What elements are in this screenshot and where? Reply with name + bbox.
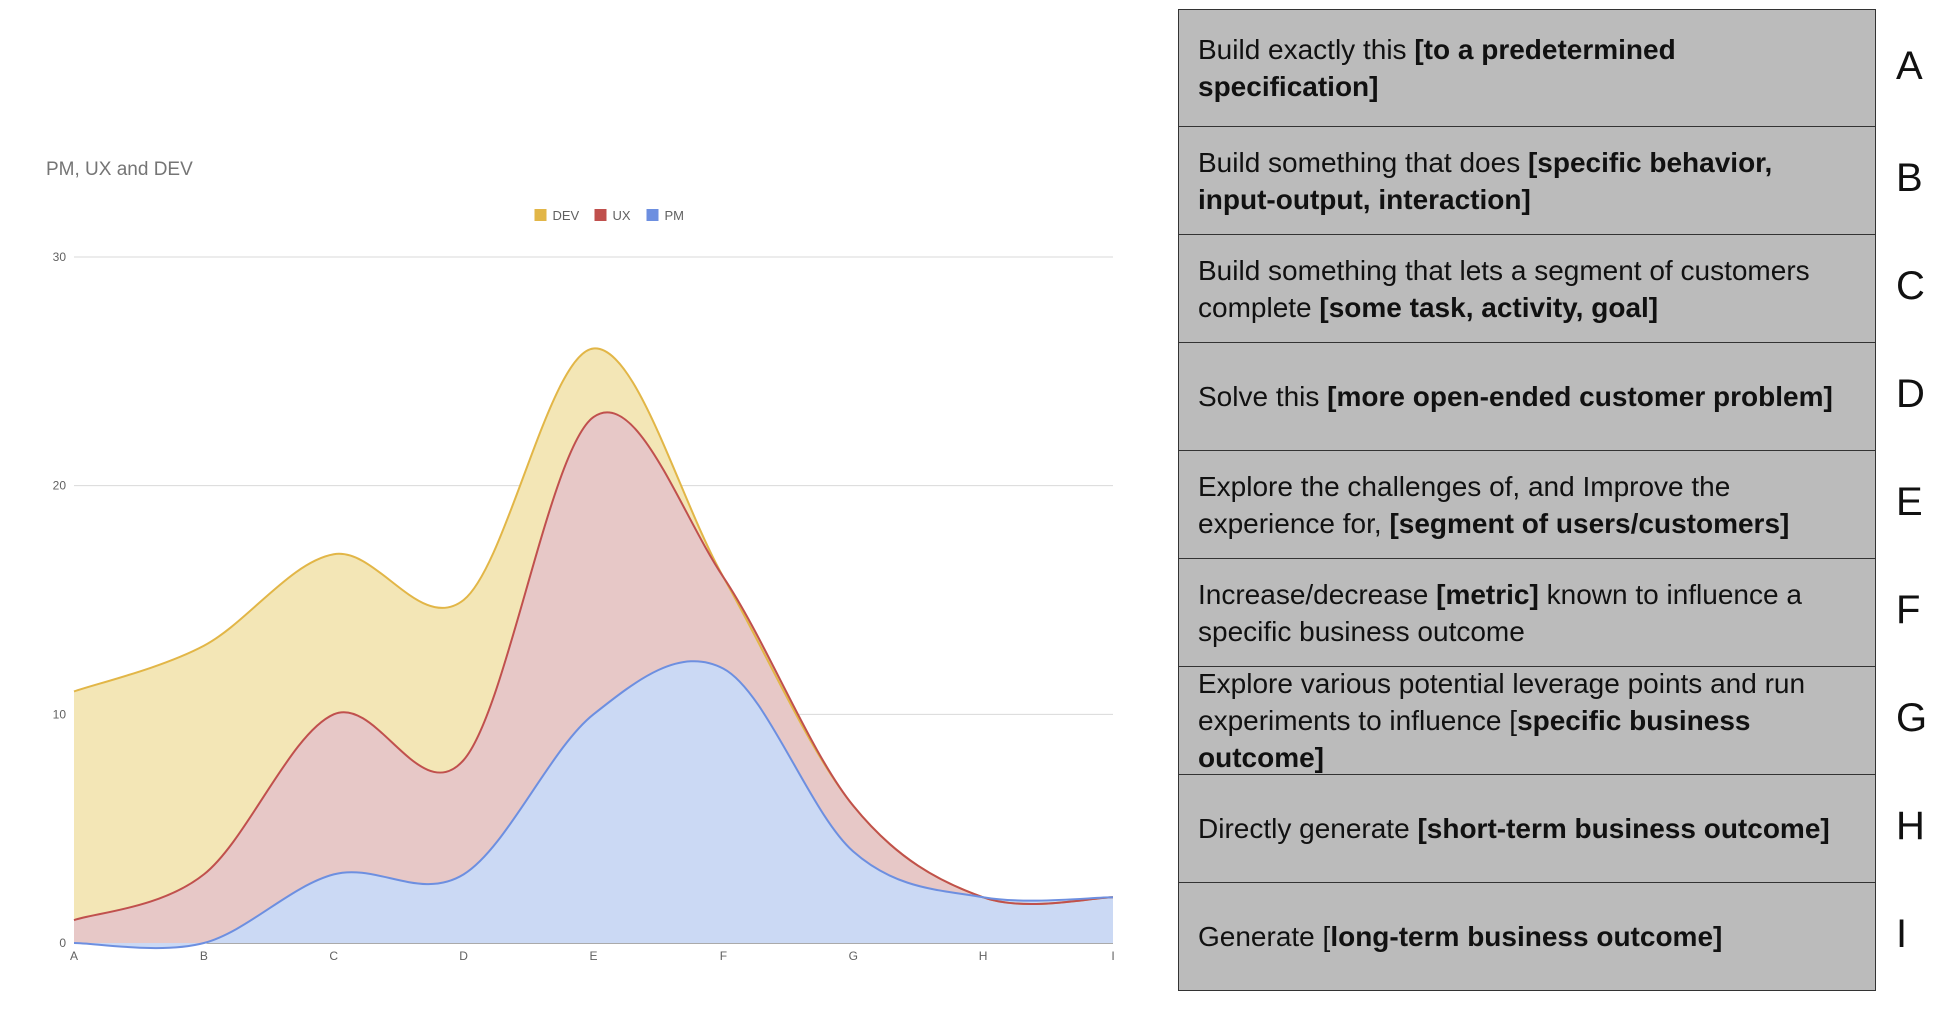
outcome-row-e: Explore the challenges of, and Improve t… <box>1178 450 1876 559</box>
row-letter-label: G <box>1896 696 1928 740</box>
x-tick-label: D <box>459 949 468 963</box>
line-pm <box>73 660 1114 950</box>
outcome-row-b: Build something that does [specific beha… <box>1178 126 1876 235</box>
outcome-row-text: Increase/decrease [metric] known to infl… <box>1198 576 1857 650</box>
outcome-row-f: Increase/decrease [metric] known to infl… <box>1178 558 1876 667</box>
row-letter-label: C <box>1896 264 1925 308</box>
outcome-row-text: Directly generate [short-term business o… <box>1198 810 1830 847</box>
outcome-row-text: Build exactly this [to a predetermined s… <box>1198 31 1857 105</box>
row-letter-label: H <box>1896 804 1925 848</box>
legend-swatch-dev <box>534 209 547 221</box>
row-letter-label: D <box>1896 372 1925 416</box>
plain-phrase: Increase/decrease <box>1198 578 1437 610</box>
plain-phrase: Directly generate <box>1198 813 1418 844</box>
axes: A B C D E F G H I <box>70 949 1115 963</box>
bold-phrase: specific business outcome] <box>1198 705 1751 773</box>
y-tick-label: 30 <box>53 250 67 264</box>
plain-phrase: Build exactly this <box>1198 34 1415 65</box>
x-tick-label: E <box>589 949 597 963</box>
row-letter-label: I <box>1896 912 1908 956</box>
chart-title: PM, UX and DEV <box>46 159 193 180</box>
plain-phrase: Explore various potential leverage point… <box>1198 668 1806 736</box>
series-lines <box>73 347 1114 950</box>
x-tick-label: B <box>200 949 208 963</box>
x-tick-label: C <box>329 949 338 963</box>
outcome-row-g: Explore various potential leverage point… <box>1178 666 1876 775</box>
bold-phrase: [segment of users/customers] <box>1389 507 1790 539</box>
plain-phrase: Build something that lets a segment of c… <box>1198 254 1810 323</box>
outcome-level-panel: Build exactly this [to a predetermined s… <box>1178 9 1927 991</box>
x-tick-label: H <box>979 949 988 963</box>
legend-label-pm: PM <box>665 208 685 223</box>
row-letter-label: A <box>1896 43 1923 88</box>
x-tick-label: I <box>1111 949 1114 963</box>
outcome-row-text: Build something that lets a segment of c… <box>1198 252 1857 326</box>
bold-phrase: long-term business outcome] <box>1330 921 1723 952</box>
outcome-row-text: Generate [long-term business outcome] <box>1198 918 1722 955</box>
x-tick-label: A <box>70 949 78 963</box>
plain-phrase: Build something that does <box>1198 146 1528 178</box>
row-letter-label: F <box>1896 588 1921 632</box>
legend-label-dev: DEV <box>553 208 580 223</box>
plain-phrase: known to influence a specific business o… <box>1198 578 1802 647</box>
bold-phrase: [more open-ended customer problem] <box>1327 381 1833 412</box>
y-tick-label: 10 <box>53 707 67 721</box>
area-series <box>74 348 1113 949</box>
bold-phrase: [some task, activity, goal] <box>1319 291 1659 323</box>
chart-legend: DEV UX PM <box>534 208 685 223</box>
outcome-row-text: Explore the challenges of, and Improve t… <box>1198 468 1857 542</box>
outcome-row-i: Generate [long-term business outcome] <box>1178 882 1876 991</box>
x-tick-label: F <box>720 949 727 963</box>
legend-swatch-pm <box>646 209 659 221</box>
plain-phrase: Solve this <box>1198 381 1328 412</box>
bold-phrase: [specific behavior, input-output, intera… <box>1198 146 1773 215</box>
x-tick-label: G <box>849 949 858 963</box>
outcome-row-c: Build something that lets a segment of c… <box>1178 234 1876 343</box>
legend-swatch-ux <box>594 209 607 221</box>
area-ux <box>74 412 1113 943</box>
outcome-row-h: Directly generate [short-term business o… <box>1178 774 1876 883</box>
stacked-area-chart: PM, UX and DEV 0 10 20 30 A B C D E F G H I DEV UX PM <box>46 159 1115 963</box>
line-ux <box>73 411 1114 922</box>
outcome-row-a: Build exactly this [to a predetermined s… <box>1178 9 1876 127</box>
area-pm <box>74 661 1113 949</box>
y-tick-label: 0 <box>59 936 66 950</box>
plain-phrase: Explore the challenges of, and Improve t… <box>1198 470 1731 539</box>
bold-phrase: [to a predetermined specification] <box>1198 34 1676 102</box>
bold-phrase: [short-term business outcome] <box>1417 813 1830 844</box>
outcome-row-text: Solve this [more open-ended customer pro… <box>1198 378 1833 415</box>
plain-phrase: Generate [ <box>1198 921 1331 952</box>
outcome-row-text: Explore various potential leverage point… <box>1198 665 1857 776</box>
legend-label-ux: UX <box>613 208 631 223</box>
bold-phrase: [metric] <box>1436 578 1539 610</box>
y-tick-label: 20 <box>53 479 67 493</box>
row-letter-label: B <box>1896 156 1923 200</box>
row-letter-label: E <box>1896 480 1923 524</box>
outcome-row-d: Solve this [more open-ended customer pro… <box>1178 342 1876 451</box>
outcome-row-text: Build something that does [specific beha… <box>1198 144 1857 218</box>
